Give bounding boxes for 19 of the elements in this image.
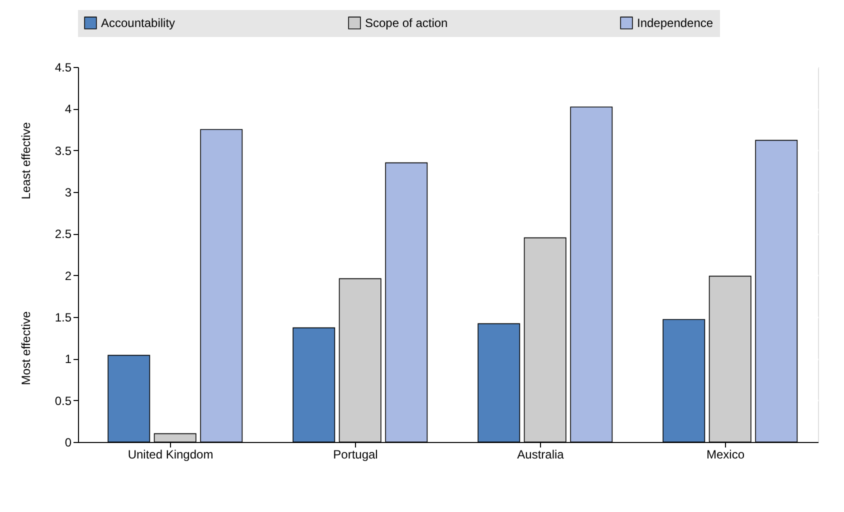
x-tick-label: Mexico (706, 448, 745, 462)
y-tick-label: 2.5 (54, 227, 72, 242)
text: Least effective (19, 122, 33, 200)
text: Most effective (19, 311, 33, 386)
x-tick-label: Australia (517, 448, 564, 462)
x-tick-label: Portugal (333, 448, 378, 462)
y-tick-label: 4.5 (54, 60, 72, 74)
y-tick-label: 0 (64, 436, 72, 450)
y-tick-label: 2 (64, 268, 72, 283)
legend-label: Scope of action (365, 16, 448, 30)
y-tick-label: 3.5 (54, 144, 72, 158)
y-tick-label: 0.5 (54, 394, 72, 408)
y-tick-label: 1 (64, 352, 72, 366)
y-tick-label: 1.5 (54, 310, 72, 324)
legend-label: Accountability (101, 16, 176, 30)
y-tick-label: 3 (64, 186, 72, 200)
legend-label: Independence (637, 16, 714, 30)
x-tick-label: United Kingdom (128, 448, 214, 462)
y-tick-label: 4 (64, 102, 72, 116)
